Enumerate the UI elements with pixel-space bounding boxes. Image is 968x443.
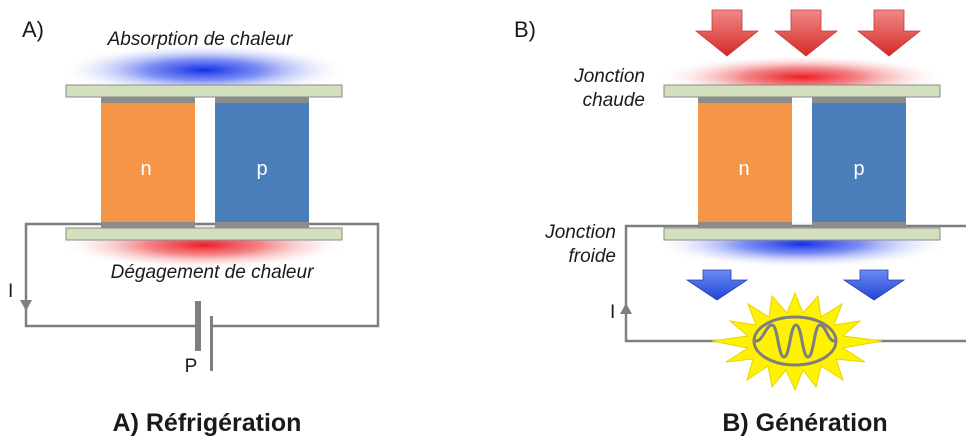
bottom-plate-b [663,227,941,241]
n-label-a: n [140,158,151,180]
n-label-b: n [738,158,749,180]
p-label-b: p [853,158,864,180]
contact-bot-p-b [812,222,906,228]
lamp-bulb-icon [752,315,838,367]
heat-input-arrows [694,9,922,57]
current-label-b: I [610,302,615,323]
caption-a: A) Réfrigération [113,409,302,437]
circuit-wire-b [624,224,966,343]
panel-a: A) Absorption de chaleur I P n p Dégagem… [8,17,380,437]
release-label: Dégagement de chaleur [111,262,314,283]
heat-input-arrow-icon [694,9,760,57]
cold-junction-label-1: Jonction [544,222,616,243]
n-semiconductor-a [101,103,195,222]
current-arrow-b [620,303,632,314]
contact-bot-n-b [698,222,792,228]
lamp-glow-burst-icon [711,291,883,392]
n-semiconductor-b [698,103,792,222]
heat-input-arrow-icon [773,9,839,57]
cold-junction-label-2: froide [568,246,616,267]
lamp-filament-icon [754,323,836,359]
bottom-plate-a [65,227,343,241]
top-plate-a [65,84,343,98]
heat-output-arrow-icon [685,269,749,301]
p-label-a: p [256,158,267,180]
caption-b: B) Génération [722,409,887,437]
battery-short-plate [210,316,213,371]
absorption-label: Absorption de chaleur [107,29,294,50]
contact-top-p-b [812,97,906,103]
top-plate-b [663,84,941,98]
contact-top-n-a [101,97,195,103]
heat-output-arrow-icon [842,269,906,301]
contact-top-p-a [215,97,309,103]
heat-absorption-glow [59,44,349,96]
hot-junction-label-1: Jonction [573,66,645,87]
p-semiconductor-a [215,103,309,222]
heat-input-arrow-icon [856,9,922,57]
source-label-p: P [185,356,198,377]
current-arrow-a [20,300,32,311]
hot-junction-label-2: chaude [583,90,645,111]
contact-bot-p-a [215,222,309,228]
p-semiconductor-b [812,103,906,222]
contact-bot-n-a [101,222,195,228]
battery-long-plate [195,301,201,351]
panel-a-label: A) [22,17,44,42]
current-label-a: I [8,281,13,302]
panel-b-label: B) [514,17,536,42]
panel-b: B) Jonction chaude Jonction froide I n p [514,9,966,437]
contact-top-n-b [698,97,792,103]
circuit-wire-a [24,222,380,328]
